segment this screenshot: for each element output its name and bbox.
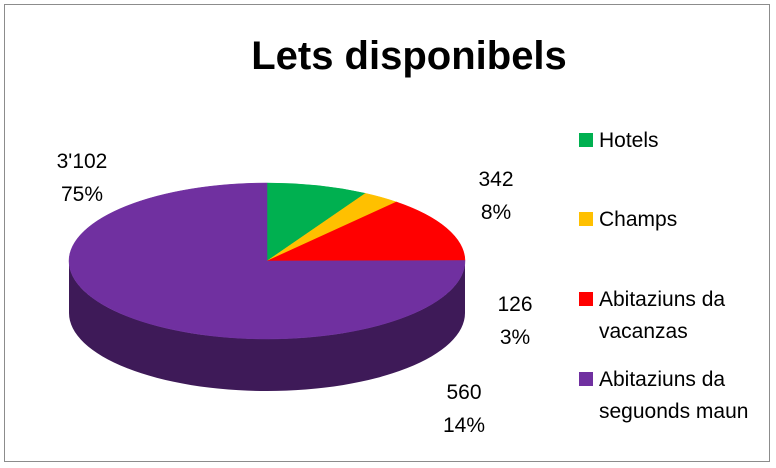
- pie-plot: [68, 182, 466, 391]
- legend-swatch: [579, 133, 593, 147]
- chart-title: Lets disponibels: [251, 34, 567, 78]
- pie-side-walls: [69, 261, 465, 391]
- legend-label: Hotels: [599, 129, 659, 152]
- legend-item-hotels: Hotels: [579, 129, 659, 152]
- legend-swatch: [579, 212, 593, 226]
- chart-area: Lets disponibels 342 8% 126 3% 560 14% 3'102 75…: [4, 4, 770, 462]
- legend-item-abitaziuns-da-seguonds-maun: Abitaziuns da seguonds maun: [579, 368, 748, 423]
- data-label-percent-abitaziuns-da-vacanzas: 14%: [443, 414, 485, 437]
- legend-item-champs: Champs: [579, 208, 677, 231]
- pie-top-faces: [68, 182, 466, 340]
- pie-chart: Lets disponibels 342 8% 126 3% 560 14% 3'102 75…: [57, 34, 749, 437]
- data-label-value-abitaziuns-da-seguonds-maun: 3'102: [57, 150, 108, 173]
- data-label-percent-hotels: 8%: [481, 201, 511, 224]
- data-label-value-abitaziuns-da-vacanzas: 560: [446, 381, 481, 404]
- pie-slice-hotels: [266, 182, 367, 262]
- legend-label: Abitaziuns da seguonds maun: [599, 368, 748, 423]
- legend-label: Abitaziuns da vacanzas: [599, 288, 725, 343]
- pie-side-abitaziuns-da-seguonds-maun: [69, 261, 465, 391]
- legend-item-abitaziuns-da-vacanzas: Abitaziuns da vacanzas: [579, 288, 725, 343]
- pie-slice-abitaziuns-da-vacanzas: [266, 201, 466, 262]
- data-label-value-champs: 126: [497, 293, 532, 316]
- pie-slice-abitaziuns-da-seguonds-maun: [68, 182, 466, 340]
- data-labels: 342 8% 126 3% 560 14% 3'102 75%: [57, 150, 533, 437]
- data-label-percent-champs: 3%: [500, 326, 530, 349]
- legend-swatch: [579, 292, 593, 306]
- legend-label: Champs: [599, 208, 677, 231]
- data-label-percent-abitaziuns-da-seguonds-maun: 75%: [61, 183, 103, 206]
- legend: Hotels Champs Abitaziuns da vacanzas Abitazi…: [579, 129, 748, 423]
- legend-swatch: [579, 372, 593, 386]
- data-label-value-hotels: 342: [478, 168, 513, 191]
